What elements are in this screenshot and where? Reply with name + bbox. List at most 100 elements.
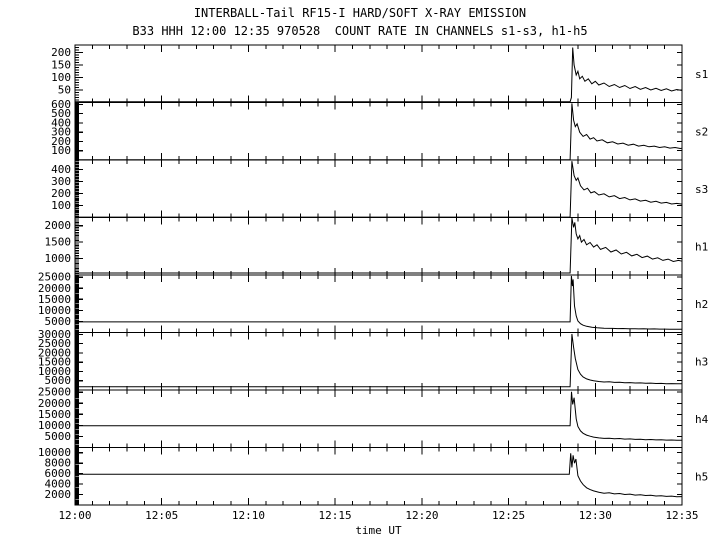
series-s3 (75, 161, 683, 218)
y-tick-label: 50 (58, 84, 71, 97)
y-tick-label: 4000 (45, 478, 72, 491)
y-tick-label: 2000 (45, 488, 72, 501)
panel-border (74, 44, 683, 103)
x-ticks (74, 447, 683, 505)
x-tick-label: 12:00 (58, 509, 91, 522)
panel-label-h5: h5 (695, 470, 708, 483)
y-tick-label: 400 (51, 116, 71, 129)
y-tick-label: 10000 (38, 365, 71, 378)
y-tick-label: 15000 (38, 356, 71, 369)
series-h4 (75, 391, 683, 441)
y-tick-label: 100 (51, 71, 71, 84)
series-h1 (75, 217, 683, 274)
panel-border (74, 102, 683, 161)
y-tick-label: 10000 (38, 304, 71, 317)
panel-border (74, 217, 683, 276)
x-tick-label: 12:25 (492, 509, 525, 522)
y-tick-label: 15000 (38, 408, 71, 421)
y-ticks: 1000 1500 2000 (45, 219, 682, 265)
series-h2 (75, 275, 682, 330)
x-tick-label: 12:10 (232, 509, 265, 522)
series-s2 (75, 103, 683, 161)
panel-border (74, 447, 683, 506)
x-tick-labels: 12:00 12:05 12:10 12:15 12:20 12:25 12:30 12:35 (58, 509, 698, 522)
panel-label-s1: s1 (695, 68, 708, 81)
y-minor-ticks (75, 217, 79, 276)
y-tick-label: 25000 (38, 386, 71, 399)
x-ticks (74, 275, 683, 333)
y-tick-label: 20000 (38, 397, 71, 410)
panel-label-h4: h4 (695, 413, 709, 426)
y-tick-label: 8000 (45, 457, 72, 470)
panel-border (74, 389, 683, 448)
y-tick-label: 100 (51, 199, 71, 212)
y-tick-label: 25000 (38, 337, 71, 350)
x-tick-label: 12:05 (145, 509, 178, 522)
panel-border (74, 159, 683, 218)
y-minor-ticks (75, 44, 79, 103)
x-ticks (74, 45, 683, 103)
y-tick-label: 200 (51, 135, 71, 148)
y-tick-label: 5000 (45, 374, 72, 387)
series-h3 (75, 333, 682, 388)
y-minor-ticks (75, 274, 79, 333)
x-tick-label: 12:15 (319, 509, 352, 522)
y-tick-label: 300 (51, 175, 71, 188)
y-tick-label: 500 (51, 107, 71, 120)
y-tick-label: 1500 (45, 236, 72, 249)
y-tick-label: 20000 (38, 282, 71, 295)
y-tick-label: 100 (51, 144, 71, 157)
y-tick-label: 200 (51, 46, 71, 59)
y-tick-label: 15000 (38, 293, 71, 306)
y-tick-label: 5000 (45, 430, 72, 443)
x-tick-label: 12:35 (665, 509, 698, 522)
y-tick-label: 300 (51, 126, 71, 139)
panel-border (74, 332, 683, 391)
x-ticks (74, 160, 683, 218)
chart-title: INTERBALL-Tail RF15-I HARD/SOFT X-RAY EM… (193, 6, 527, 20)
chart-panel-h1: 1000 1500 2000 h1 (45, 217, 708, 276)
x-axis-title: time UT (355, 524, 402, 537)
y-tick-label: 25000 (38, 271, 71, 284)
x-ticks (74, 332, 683, 390)
y-tick-label: 10000 (38, 419, 71, 432)
y-tick-label: 10000 (38, 446, 71, 459)
panel-label-h1: h1 (695, 240, 708, 253)
y-tick-label: 200 (51, 187, 71, 200)
y-tick-label: 5000 (45, 315, 72, 328)
y-tick-label: 150 (51, 59, 71, 72)
x-tick-label: 12:30 (579, 509, 612, 522)
y-tick-label: 600 (51, 98, 71, 111)
x-tick-label: 12:20 (405, 509, 438, 522)
panel-label-h2: h2 (695, 298, 708, 311)
x-ticks (74, 217, 683, 275)
y-tick-label: 1000 (45, 252, 72, 265)
y-minor-ticks (75, 159, 79, 218)
panel-label-s2: s2 (695, 125, 708, 138)
y-tick-label: 30000 (38, 328, 71, 341)
y-tick-label: 6000 (45, 467, 72, 480)
panel-border (74, 274, 683, 333)
series-s1 (75, 47, 683, 103)
y-minor-ticks (75, 332, 79, 391)
y-minor-ticks (75, 447, 79, 506)
y-minor-ticks (75, 102, 79, 161)
x-ticks (74, 102, 683, 160)
panel-label-s3: s3 (695, 183, 708, 196)
